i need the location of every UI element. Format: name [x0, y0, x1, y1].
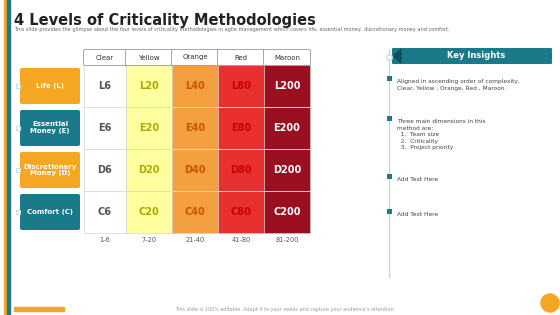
- Bar: [84, 149, 126, 191]
- Text: C20: C20: [139, 207, 160, 217]
- Bar: [126, 65, 172, 107]
- Text: C200: C200: [273, 207, 301, 217]
- Bar: [16, 126, 20, 130]
- Text: Clear: Clear: [96, 54, 114, 60]
- FancyBboxPatch shape: [217, 49, 264, 66]
- Text: Yellow: Yellow: [138, 54, 160, 60]
- Text: This slide provides the glimpse about the four levels of criticality methodologi: This slide provides the glimpse about th…: [14, 27, 450, 32]
- Bar: [264, 65, 310, 107]
- Bar: [218, 65, 264, 107]
- Bar: [172, 149, 218, 191]
- Bar: [387, 174, 392, 179]
- Text: This slide is 100% editable. Adapt it to your needs and capture your audience's : This slide is 100% editable. Adapt it to…: [175, 307, 395, 312]
- Bar: [218, 191, 264, 233]
- FancyBboxPatch shape: [264, 49, 310, 66]
- Text: Discretionary
Money (D): Discretionary Money (D): [24, 163, 77, 176]
- Text: 4 Levels of Criticality Methodologies: 4 Levels of Criticality Methodologies: [14, 13, 316, 28]
- Text: Orange: Orange: [182, 54, 208, 60]
- Text: D6: D6: [97, 165, 113, 175]
- Bar: [387, 209, 392, 214]
- FancyBboxPatch shape: [171, 49, 218, 66]
- Text: E40: E40: [185, 123, 205, 133]
- Bar: [264, 107, 310, 149]
- Bar: [264, 149, 310, 191]
- Text: E20: E20: [139, 123, 159, 133]
- Bar: [387, 116, 392, 121]
- FancyBboxPatch shape: [20, 194, 80, 230]
- Bar: [126, 149, 172, 191]
- Text: L200: L200: [274, 81, 300, 91]
- Bar: [172, 107, 218, 149]
- FancyBboxPatch shape: [20, 110, 80, 146]
- Text: Comfort (C): Comfort (C): [27, 209, 73, 215]
- Bar: [218, 149, 264, 191]
- Text: L40: L40: [185, 81, 205, 91]
- Bar: [126, 107, 172, 149]
- Text: 7-20: 7-20: [142, 237, 157, 243]
- FancyBboxPatch shape: [20, 68, 80, 104]
- Text: C80: C80: [231, 207, 251, 217]
- Text: E200: E200: [274, 123, 300, 133]
- Bar: [387, 76, 392, 81]
- Text: 21-40: 21-40: [185, 237, 204, 243]
- Text: E6: E6: [99, 123, 111, 133]
- Bar: [264, 191, 310, 233]
- Text: Aligned in ascending order of complexity,
Clear, Yellow , Orange, Red , Maroon.: Aligned in ascending order of complexity…: [397, 79, 520, 91]
- Text: L20: L20: [139, 81, 159, 91]
- Text: Essential
Money (E): Essential Money (E): [30, 122, 70, 135]
- Bar: [126, 191, 172, 233]
- Text: D200: D200: [273, 165, 301, 175]
- Bar: [172, 191, 218, 233]
- Text: 41-80: 41-80: [231, 237, 251, 243]
- Text: E80: E80: [231, 123, 251, 133]
- Bar: [218, 107, 264, 149]
- FancyBboxPatch shape: [125, 49, 172, 66]
- Text: Red: Red: [235, 54, 248, 60]
- Text: D40: D40: [184, 165, 206, 175]
- Bar: [16, 210, 20, 214]
- Text: C40: C40: [185, 207, 206, 217]
- Bar: [16, 168, 20, 172]
- Text: Add Text Here: Add Text Here: [397, 177, 438, 182]
- FancyBboxPatch shape: [20, 152, 80, 188]
- Text: D20: D20: [138, 165, 160, 175]
- FancyBboxPatch shape: [392, 48, 552, 64]
- Bar: [84, 191, 126, 233]
- Text: D80: D80: [230, 165, 252, 175]
- Circle shape: [541, 294, 559, 312]
- FancyBboxPatch shape: [83, 49, 127, 66]
- Text: 81-200: 81-200: [276, 237, 298, 243]
- Text: Key Insights: Key Insights: [447, 51, 505, 60]
- Bar: [7, 0, 10, 315]
- Text: Life (L): Life (L): [36, 83, 64, 89]
- Text: C6: C6: [98, 207, 112, 217]
- Bar: [84, 65, 126, 107]
- Text: L6: L6: [99, 81, 111, 91]
- Bar: [4, 0, 7, 315]
- Text: Add Text Here: Add Text Here: [397, 212, 438, 217]
- Bar: [16, 84, 20, 88]
- Bar: [84, 107, 126, 149]
- Text: L80: L80: [231, 81, 251, 91]
- Polygon shape: [393, 49, 401, 63]
- Text: Maroon: Maroon: [274, 54, 300, 60]
- Text: Three main dimensions in this
method are:
  1.  Team size
  2.  Criticality
  3.: Three main dimensions in this method are…: [397, 119, 486, 150]
- Bar: [172, 65, 218, 107]
- Bar: [14, 307, 64, 311]
- Text: 1-6: 1-6: [100, 237, 110, 243]
